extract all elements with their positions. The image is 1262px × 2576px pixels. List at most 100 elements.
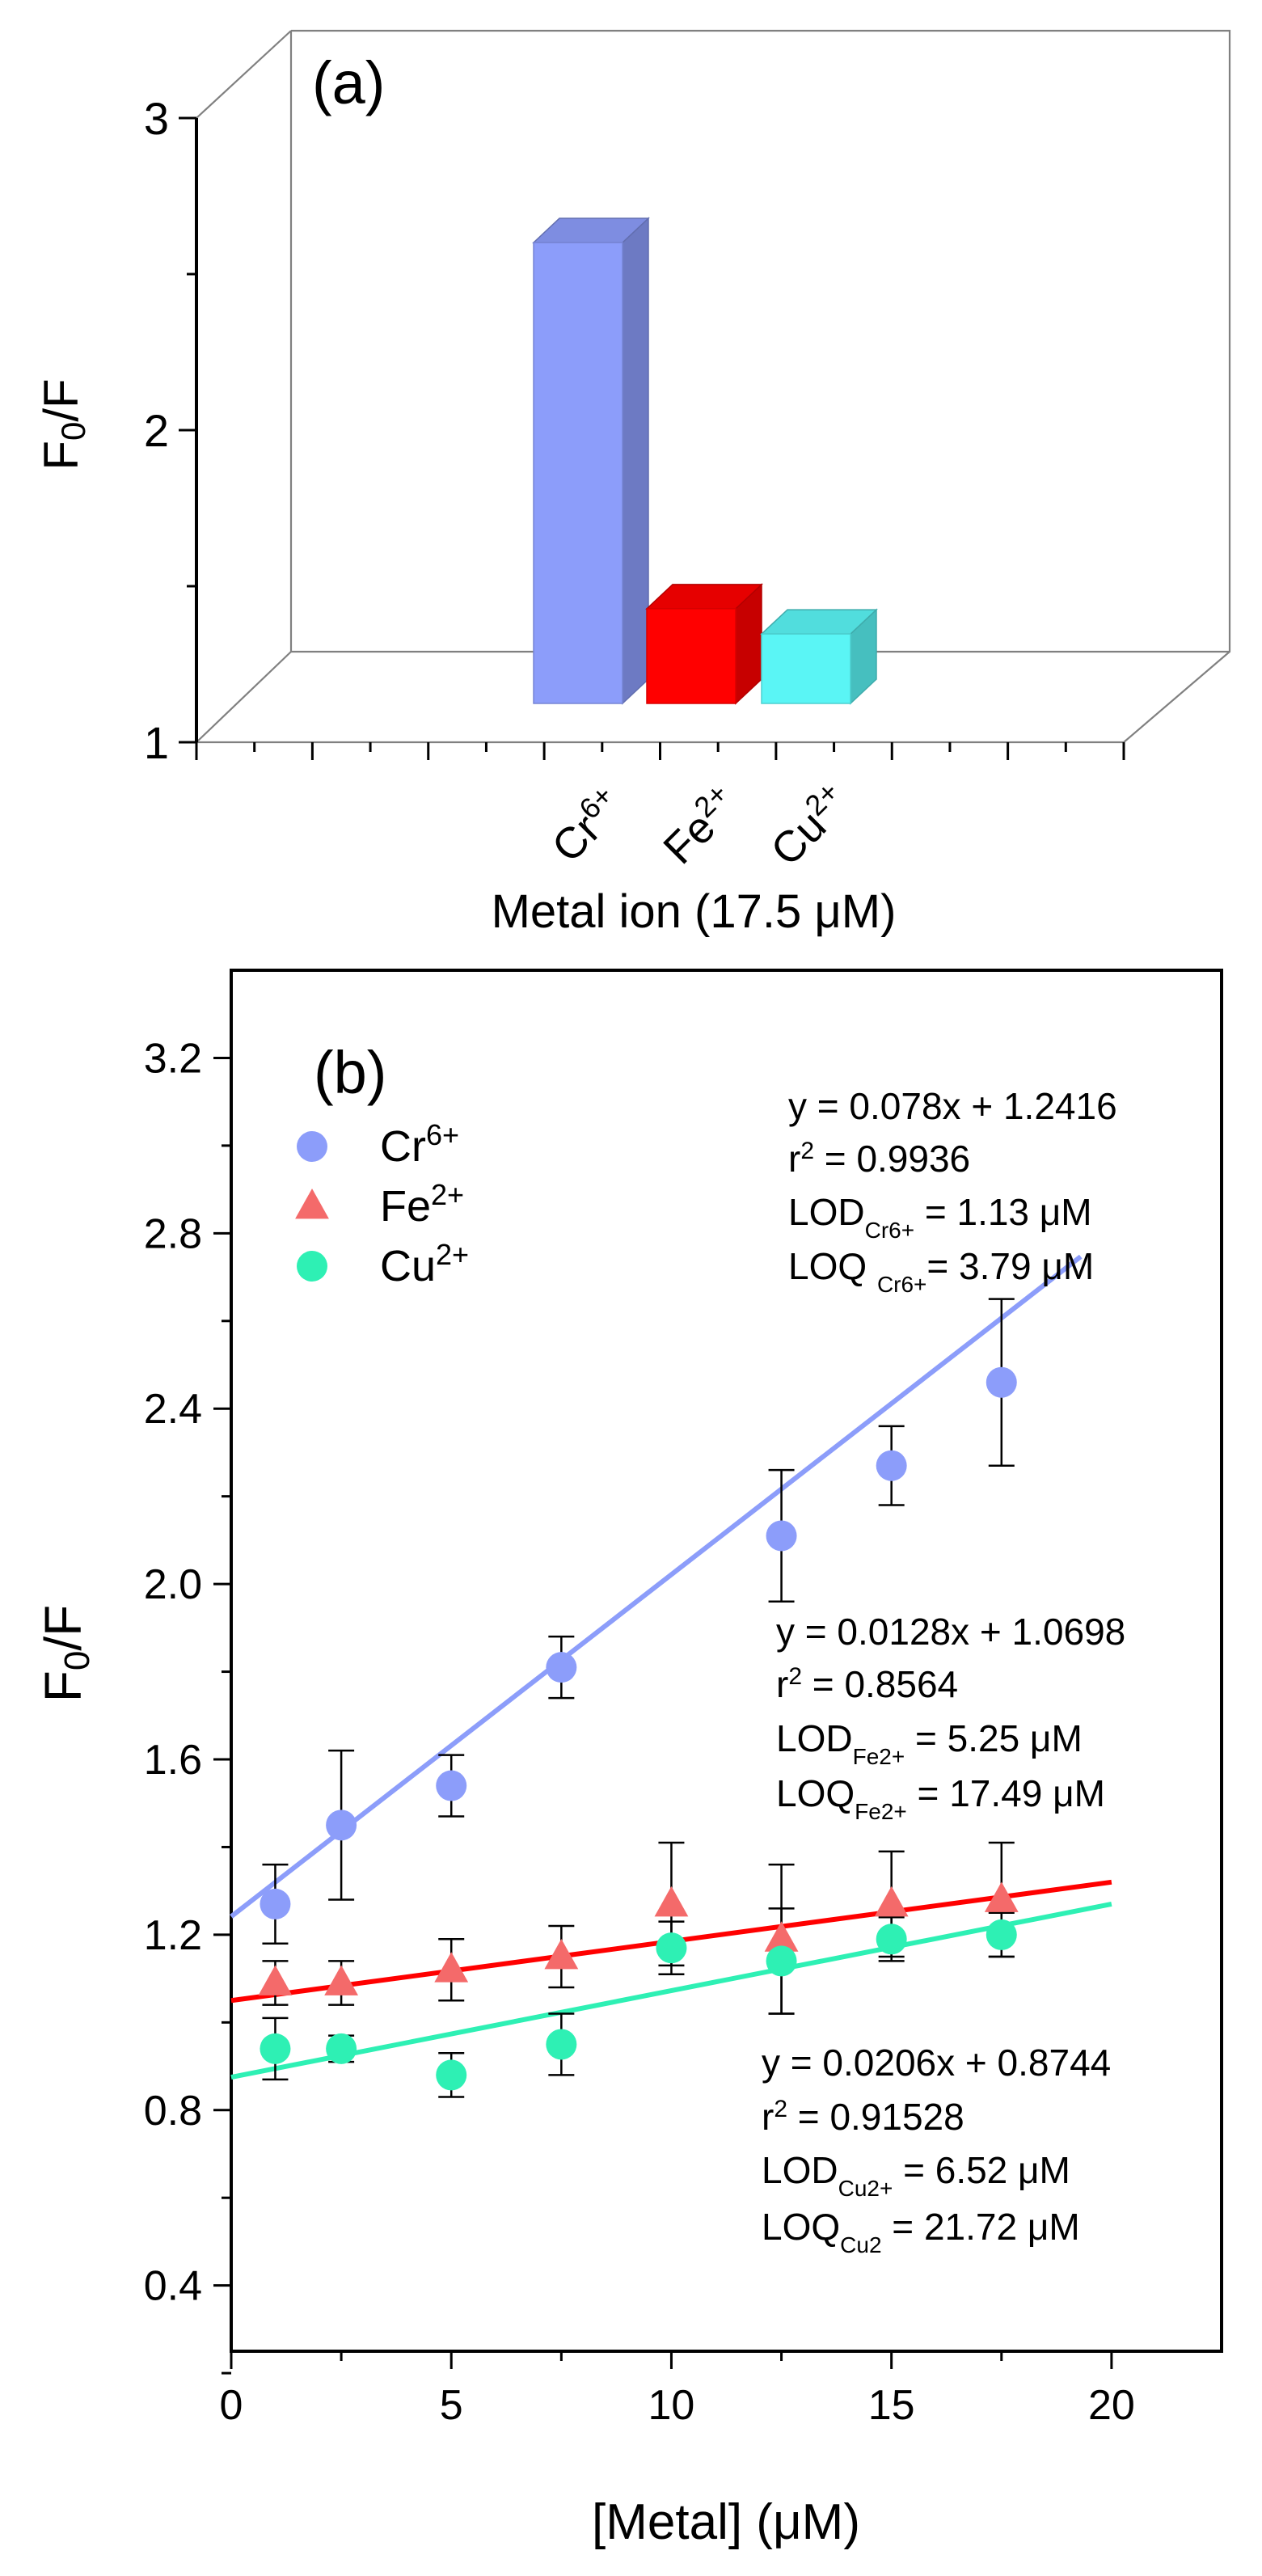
cu-loq-value: = 21.72 μM xyxy=(882,2206,1080,2248)
bar-fe xyxy=(646,608,737,704)
fe-loq-value: = 17.49 μM xyxy=(907,1772,1105,1814)
cu-lod: LODCu2+ = 6.52 μM xyxy=(762,2149,1070,2201)
data-point-fe xyxy=(324,1965,359,1995)
y-axis-ticks-b: 0.4 0.8 1.2 1.6 2.0 2.4 2.8 3.2 xyxy=(144,1035,231,2375)
data-points xyxy=(258,1366,1019,2091)
cu-loq: LOQCu2 = 21.72 μM xyxy=(762,2206,1080,2257)
side-wall-top-edge xyxy=(196,30,292,119)
y-tick-label-b: 0.8 xyxy=(144,2088,202,2135)
cr-r2-label: r xyxy=(788,1138,800,1180)
bar-side-cr xyxy=(622,217,649,705)
plot-frame-b xyxy=(230,969,1223,2353)
category-label-fe: Fe2+ xyxy=(651,776,748,873)
y-tick-label-b: 0.4 xyxy=(144,2263,202,2310)
fe-r2-sup: 2 xyxy=(788,1663,802,1690)
cu-r2-sup: 2 xyxy=(774,2096,787,2122)
bar-cr xyxy=(533,242,623,704)
x-tick-label-b: 15 xyxy=(868,2382,915,2429)
data-point-cr xyxy=(876,1450,907,1481)
cr-lod-sub: Cr6+ xyxy=(865,1218,914,1243)
fe-loq-sub: Fe2+ xyxy=(855,1799,907,1824)
y-tick-label-a: 3 xyxy=(144,93,169,144)
legend-label-base: Cr xyxy=(380,1122,426,1171)
data-point-cr xyxy=(326,1810,357,1841)
legend-label-sup: 2+ xyxy=(436,1238,469,1271)
legend-label-sup: 6+ xyxy=(426,1118,459,1151)
cr-loq-sub: Cr6+ xyxy=(877,1272,926,1297)
legend: Cr6+Fe2+Cu2+ xyxy=(295,1118,469,1291)
data-point-cr xyxy=(986,1366,1017,1398)
y-label-a-sub: 0 xyxy=(54,422,92,441)
x-tick-label-b: 10 xyxy=(648,2382,695,2429)
cr-loq-value: = 3.79 μM xyxy=(926,1245,1094,1287)
data-point-cu xyxy=(436,2059,467,2091)
panel-label-a: (a) xyxy=(312,49,385,116)
fe-lod-value: = 5.25 μM xyxy=(905,1717,1083,1759)
category-labels-a: Cr6+Fe2+Cu2+ xyxy=(540,775,845,875)
back-wall-frame xyxy=(291,29,1231,743)
legend-marker-cr xyxy=(297,1131,327,1162)
cr-loq-label: LOQ xyxy=(788,1245,877,1287)
cr-r2-sup: 2 xyxy=(800,1138,814,1164)
fe-r2: r2 = 0.8564 xyxy=(776,1663,958,1706)
annotation-cu: y = 0.0206x + 0.8744 r2 = 0.91528 LODCu2… xyxy=(762,2042,1111,2257)
data-point-cr xyxy=(766,1520,797,1552)
legend-label-cu: Cu2+ xyxy=(380,1238,469,1291)
y-axis-ticks-a: 1 2 3 xyxy=(144,93,196,768)
data-point-cu xyxy=(986,1919,1017,1950)
cr-lod-value: = 1.13 μM xyxy=(914,1191,1092,1233)
cr-r2-value: = 0.9936 xyxy=(814,1138,970,1180)
x-axis-ticks-b: 0 5 10 15 20 xyxy=(220,2351,1135,2429)
data-point-cu xyxy=(326,2033,357,2064)
cr-lod: LODCr6+ = 1.13 μM xyxy=(788,1191,1092,1243)
y-label-a-tail: /F xyxy=(34,378,88,421)
data-point-cr xyxy=(546,1652,577,1683)
fe-lod-label: LOD xyxy=(776,1717,853,1759)
x-axis-ticks-a xyxy=(195,742,1125,760)
y-tick-label-b: 2.8 xyxy=(144,1210,202,1257)
data-point-cu xyxy=(876,1924,907,1955)
fe-r2-label: r xyxy=(776,1663,788,1705)
x-axis-label-a: Metal ion (17.5 μM) xyxy=(492,885,897,938)
annotation-fe: y = 0.0128x + 1.0698 r2 = 0.8564 LOD Fe2+… xyxy=(776,1611,1125,1824)
x-tick-label-b: 20 xyxy=(1088,2382,1135,2429)
y-tick-label-b: 2.0 xyxy=(144,1561,202,1608)
x-tick-label-b: 5 xyxy=(440,2382,463,2429)
data-point-cu xyxy=(546,2029,577,2060)
cu-lod-value: = 6.52 μM xyxy=(893,2149,1070,2191)
fe-loq-label: LOQ xyxy=(776,1772,855,1814)
cu-r2-value: = 0.91528 xyxy=(787,2096,964,2138)
data-point-fe xyxy=(654,1886,689,1917)
data-point-fe xyxy=(544,1939,579,1970)
data-point-fe xyxy=(258,1965,293,1995)
cr-loq: LOQ Cr6+= 3.79 μM xyxy=(788,1245,1094,1297)
y-label-b-tail: /F xyxy=(34,1605,92,1651)
cu-r2-label: r xyxy=(762,2096,774,2138)
y-label-a-main: F xyxy=(34,441,88,471)
y-axis-label-b: F0/F xyxy=(34,1605,97,1702)
panel-b-calibration-plot: 0.40.81.21.62.02.42.83.2 0 5 10 15 20 Cr6+Fe… xyxy=(34,969,1223,2550)
fit-line-cr xyxy=(230,1254,1083,1919)
floor-left-edge xyxy=(196,651,292,743)
data-point-fe xyxy=(434,1952,469,1983)
cu-lod-label: LOD xyxy=(762,2149,838,2191)
y-label-b-main: F xyxy=(34,1670,92,1702)
data-point-cu xyxy=(656,1932,687,1964)
panel-label-b: (b) xyxy=(314,1039,386,1106)
category-label-cr: Cr6+ xyxy=(540,779,634,872)
fe-r2-value: = 0.8564 xyxy=(802,1663,958,1705)
data-point-fe xyxy=(764,1921,799,1952)
x-tick-label-b: 0 xyxy=(220,2382,243,2429)
cr-r2: r2 = 0.9936 xyxy=(788,1138,970,1180)
cr-equation: y = 0.078x + 1.2416 xyxy=(788,1085,1117,1127)
legend-label-sup: 2+ xyxy=(431,1178,464,1211)
legend-label-base: Fe xyxy=(380,1182,431,1231)
fe-equation: y = 0.0128x + 1.0698 xyxy=(776,1611,1125,1653)
legend-label-fe: Fe2+ xyxy=(380,1178,464,1231)
bars-group xyxy=(532,217,878,705)
cr-lod-label: LOD xyxy=(788,1191,865,1233)
data-point-cr xyxy=(436,1770,467,1801)
x-axis-label-b: [Metal] (μM) xyxy=(592,2494,860,2550)
panel-a-3d-bar-chart: 1 2 3 Cr6+Fe2+Cu2+ (a) F0/F Metal ion (17.… xyxy=(34,29,1231,938)
